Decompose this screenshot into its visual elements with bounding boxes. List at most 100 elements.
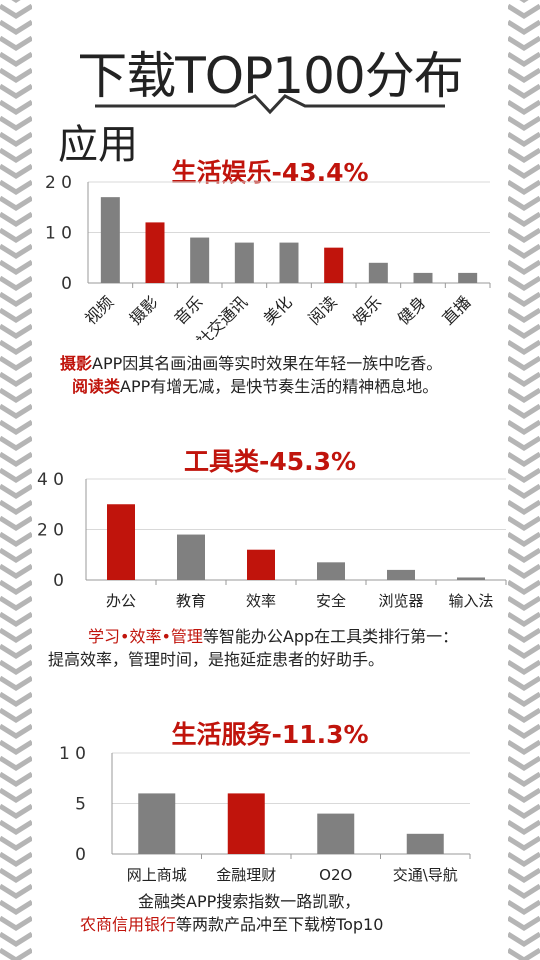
x-tick-label: 视频 xyxy=(81,292,117,328)
x-tick-label: 金融理财 xyxy=(216,866,276,884)
y-tick-label: 0 xyxy=(75,845,86,865)
chevron-stripe xyxy=(0,51,32,67)
chevron-stripe xyxy=(508,707,540,723)
x-tick-label: 网上商城 xyxy=(127,866,187,884)
chevron-stripe xyxy=(0,723,32,739)
chevron-stripe xyxy=(0,243,32,259)
chevron-stripe xyxy=(0,483,32,499)
chevron-stripe xyxy=(508,803,540,819)
caption2-text2: 提高效率，管理时间，是拖延症患者的好助手。 xyxy=(48,650,385,669)
chevron-stripe xyxy=(0,819,32,835)
y-tick-label: 2 0 xyxy=(37,521,64,541)
chevron-stripe xyxy=(0,899,32,915)
chevron-stripe xyxy=(508,147,540,163)
chevron-stripe xyxy=(0,291,32,307)
y-tick-label: 0 xyxy=(53,571,64,591)
chevron-stripe xyxy=(0,211,32,227)
chevron-stripe xyxy=(0,835,32,851)
chevron-stripe xyxy=(508,387,540,403)
chevron-stripe xyxy=(508,659,540,675)
bar xyxy=(368,262,388,283)
chevron-stripe xyxy=(508,515,540,531)
section-label: 应用 xyxy=(58,122,138,168)
x-tick-label: 阅读 xyxy=(304,292,340,328)
bar xyxy=(190,237,210,283)
x-tick-label: 安全 xyxy=(316,592,346,610)
chevron-stripe xyxy=(0,851,32,867)
chevron-stripe xyxy=(508,371,540,387)
chevron-stripe xyxy=(508,227,540,243)
chevron-stripe xyxy=(508,195,540,211)
x-tick-label: 交通\导航 xyxy=(393,866,458,884)
chevron-stripe xyxy=(508,723,540,739)
chevron-stripe xyxy=(0,675,32,691)
chevron-stripe xyxy=(0,931,32,947)
chevron-stripe xyxy=(508,531,540,547)
chevron-stripe xyxy=(508,595,540,611)
chevron-stripe xyxy=(0,643,32,659)
chevron-stripe xyxy=(508,739,540,755)
x-tick-label: 美化 xyxy=(260,292,296,328)
x-tick-label: 教育 xyxy=(176,592,206,610)
chevron-stripe xyxy=(508,915,540,931)
chevron-stripe xyxy=(0,371,32,387)
title-zigzag-underline xyxy=(95,94,445,115)
chevron-stripe xyxy=(0,707,32,723)
caption3-highlight: 农商信用银行 xyxy=(80,915,177,934)
caption2-text1: 等智能办公App在工具类排行第一： xyxy=(202,627,459,646)
chevron-border-right xyxy=(508,0,540,960)
y-tick-label: 4 0 xyxy=(37,470,64,490)
bar xyxy=(234,242,254,283)
chevron-stripe xyxy=(0,147,32,163)
chevron-stripe xyxy=(0,659,32,675)
bar xyxy=(413,272,433,283)
chart2-plot: 4 0 2 0 0 办公 教育 效率 安全 浏览器 输入法 xyxy=(37,470,507,610)
chart1-caption: 摄影APP因其名画油画等实时效果在年轻一族中吃香。 阅读类APP有增无减，是快节… xyxy=(60,352,520,398)
chevron-stripe xyxy=(508,499,540,515)
chevron-stripe xyxy=(508,243,540,259)
chevron-stripe xyxy=(508,451,540,467)
bar xyxy=(406,833,444,854)
x-tick-label: 摄影 xyxy=(126,292,162,328)
chevron-stripe xyxy=(508,691,540,707)
chevron-stripe xyxy=(0,323,32,339)
chevron-stripe xyxy=(508,851,540,867)
y-tick-label: 2 0 xyxy=(45,173,72,193)
chevron-stripe xyxy=(0,867,32,883)
chevron-stripe xyxy=(508,611,540,627)
chevron-stripe xyxy=(508,787,540,803)
chevron-stripe xyxy=(0,595,32,611)
x-tick-label: 直播 xyxy=(438,292,474,328)
y-tick-label: 5 xyxy=(75,795,86,815)
chevron-stripe xyxy=(0,67,32,83)
chevron-stripe xyxy=(0,787,32,803)
chevron-stripe xyxy=(508,675,540,691)
chevron-stripe xyxy=(508,467,540,483)
chevron-border-left xyxy=(0,0,32,960)
bar xyxy=(177,534,205,580)
bar xyxy=(317,562,345,580)
x-tick-label: 健身 xyxy=(394,292,430,328)
chevron-stripe xyxy=(508,403,540,419)
chevron-stripe xyxy=(0,307,32,323)
chevron-stripe xyxy=(508,563,540,579)
bar xyxy=(138,793,176,854)
bar xyxy=(279,242,299,283)
chevron-stripe xyxy=(0,227,32,243)
bar xyxy=(317,813,355,854)
chevron-stripe xyxy=(508,211,540,227)
chevron-stripe xyxy=(0,339,32,355)
chevron-stripe xyxy=(508,771,540,787)
chevron-stripe xyxy=(0,627,32,643)
chevron-stripe xyxy=(508,275,540,291)
chevron-stripe xyxy=(0,451,32,467)
x-tick-label: 社交通讯 xyxy=(192,292,251,340)
caption1-highlight-reading: 阅读类 xyxy=(72,377,121,396)
chevron-stripe xyxy=(0,467,32,483)
bar xyxy=(387,569,415,580)
chevron-stripe xyxy=(0,563,32,579)
chevron-stripe xyxy=(508,355,540,371)
x-tick-label: 输入法 xyxy=(448,592,493,610)
chevron-stripe xyxy=(508,883,540,899)
